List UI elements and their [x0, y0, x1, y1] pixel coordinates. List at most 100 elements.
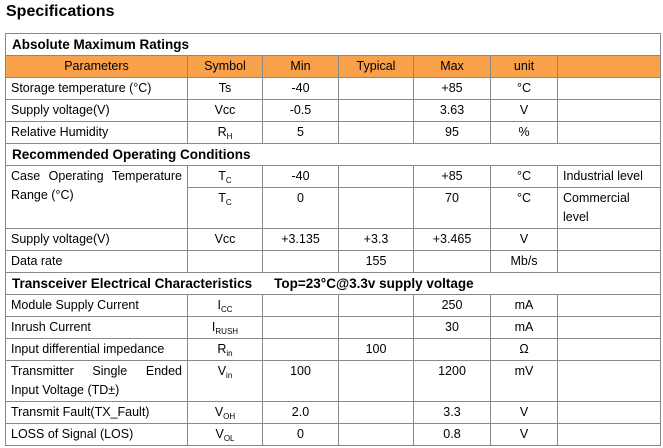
- symbol-base: V: [217, 364, 227, 378]
- parameter: Module Supply Current: [5, 294, 188, 317]
- note: Industrial level: [556, 165, 662, 188]
- symbol: Vcc: [187, 228, 263, 251]
- typical-cell: 100: [338, 338, 414, 361]
- max-cell: +85: [413, 165, 491, 188]
- max-cell: [413, 338, 491, 361]
- column-header: unit: [490, 55, 558, 78]
- note: [556, 316, 662, 339]
- min-cell: -40: [262, 165, 339, 188]
- min-cell: +3.135: [262, 228, 339, 251]
- max-cell: 250: [413, 294, 491, 317]
- unit-cell: %: [490, 121, 558, 144]
- unit-cell: V: [490, 99, 558, 122]
- symbol-base: R: [217, 342, 227, 356]
- note: [556, 228, 662, 251]
- column-header: Min: [262, 55, 339, 78]
- symbol-base: Ts: [218, 81, 232, 95]
- min-cell: 0: [262, 187, 339, 229]
- data-row: Transmitter Single Ended Input Voltage (…: [5, 360, 662, 402]
- symbol: Ts: [187, 77, 263, 100]
- symbol: ICC: [187, 294, 263, 317]
- note: [556, 250, 662, 273]
- typical-cell: 155: [338, 250, 414, 273]
- min-cell: 2.0: [262, 401, 339, 424]
- max-cell: 3.3: [413, 401, 491, 424]
- symbol-base: T: [218, 169, 226, 183]
- max-cell: +85: [413, 77, 491, 100]
- data-row: Supply voltage(V) Vcc -0.5 3.63 V: [5, 99, 662, 122]
- column-header: Max: [413, 55, 491, 78]
- data-row: Module Supply Current ICC 250 mA: [5, 294, 662, 317]
- section-title: Transceiver Electrical Characteristics To…: [4, 272, 662, 295]
- section-title: Absolute Maximum Ratings: [4, 33, 662, 56]
- column-header: Typical: [338, 55, 414, 78]
- symbol-sub: OH: [223, 412, 236, 421]
- note: [556, 423, 662, 446]
- unit-cell: Mb/s: [490, 250, 558, 273]
- note: [556, 77, 662, 100]
- symbol: IRUSH: [187, 316, 263, 339]
- parameter: Inrush Current: [5, 316, 188, 339]
- symbol-sub: H: [226, 132, 233, 141]
- typical-cell: [338, 77, 414, 100]
- unit-cell: Ω: [490, 338, 558, 361]
- typical-cell: [338, 99, 414, 122]
- typical-cell: [338, 360, 414, 402]
- min-cell: [262, 294, 339, 317]
- unit-cell: V: [490, 423, 558, 446]
- max-cell: [413, 250, 491, 273]
- symbol: Rin: [187, 338, 263, 361]
- note: Commercial level: [556, 187, 662, 229]
- typical-cell: [338, 294, 414, 317]
- unit-cell: °C: [490, 77, 558, 100]
- typical-cell: [338, 165, 414, 188]
- data-row: Case Operating Temperature Range (°C) TC -…: [5, 165, 662, 229]
- column-header: Parameters: [5, 55, 188, 78]
- typical-cell: [338, 423, 414, 446]
- unit-cell: mA: [490, 316, 558, 339]
- note: [556, 99, 662, 122]
- symbol: TC: [187, 165, 263, 188]
- symbol-base: I: [217, 298, 221, 312]
- parameter: Relative Humidity: [5, 121, 188, 144]
- parameter: Transmit Fault(TX_Fault): [5, 401, 188, 424]
- symbol: VOH: [187, 401, 263, 424]
- min-cell: -0.5: [262, 99, 339, 122]
- section-row: Transceiver Electrical Characteristics To…: [4, 272, 662, 295]
- min-cell: [262, 338, 339, 361]
- symbol: Vin: [187, 360, 263, 402]
- symbol-sub: C: [225, 176, 232, 185]
- data-row: Storage temperature (°C) Ts -40 +85 °C: [5, 77, 662, 100]
- parameter: Data rate: [5, 250, 188, 273]
- parameter: Case Operating Temperature Range (°C): [5, 165, 188, 229]
- section-row: Absolute Maximum Ratings: [4, 33, 662, 56]
- spec-table: Absolute Maximum Ratings Parameters Symbol…: [4, 33, 662, 446]
- typical-cell: [338, 187, 414, 229]
- data-row: Transmit Fault(TX_Fault) VOH 2.0 3.3 V: [5, 401, 662, 424]
- symbol-sub: in: [226, 349, 233, 358]
- note: [556, 338, 662, 361]
- data-row: Relative Humidity RH 5 95%: [5, 121, 662, 144]
- symbol-base: T: [218, 191, 226, 205]
- symbol-sub: CC: [220, 305, 233, 314]
- min-cell: [262, 250, 339, 273]
- unit-cell: mA: [490, 294, 558, 317]
- typical-cell: [338, 316, 414, 339]
- symbol: TC: [187, 187, 263, 229]
- symbol-base: Vcc: [214, 232, 236, 246]
- symbol-sub: C: [225, 198, 232, 207]
- section-title: Recommended Operating Conditions: [4, 143, 662, 166]
- symbol-base: I: [211, 320, 216, 334]
- max-cell: 3.63: [413, 99, 491, 122]
- max-cell: +3.465: [413, 228, 491, 251]
- page-title: Specifications: [6, 3, 115, 20]
- parameter: Input differential impedance: [5, 338, 188, 361]
- section-row: Recommended Operating Conditions: [4, 143, 662, 166]
- unit-cell: V: [490, 228, 558, 251]
- parameter: Supply voltage(V): [5, 228, 188, 251]
- data-row: Inrush Current IRUSH 30 mA: [5, 316, 662, 339]
- data-row: Supply voltage(V) Vcc +3.135 +3.3 +3.465 V: [5, 228, 662, 251]
- typical-cell: +3.3: [338, 228, 414, 251]
- min-cell: -40: [262, 77, 339, 100]
